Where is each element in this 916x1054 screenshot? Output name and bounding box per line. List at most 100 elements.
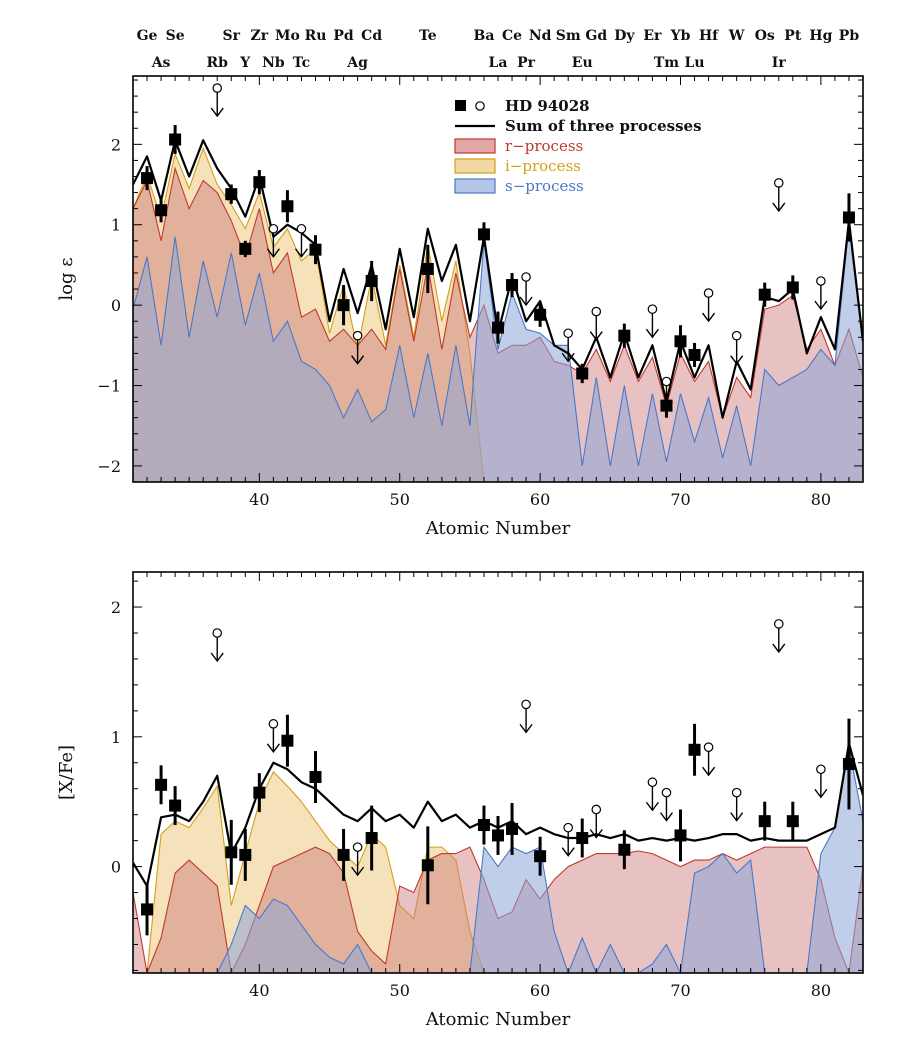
- y-axis-title: log ε: [56, 257, 77, 300]
- x-tick-label: 50: [390, 981, 410, 1000]
- upper-limit-arrowhead: [659, 812, 674, 822]
- data-point: [758, 288, 771, 301]
- upper-limit-arrowhead: [210, 652, 224, 663]
- element-label: La: [489, 55, 508, 71]
- area-i-process: [133, 771, 484, 973]
- y-tick-label: 2: [111, 598, 121, 617]
- x-tick-label: 50: [390, 490, 410, 509]
- legend-label: HD 94028: [505, 97, 590, 115]
- y-tick-label: −1: [97, 377, 121, 396]
- legend-marker-square: [455, 100, 466, 111]
- element-label: Eu: [572, 55, 593, 71]
- data-point: [225, 188, 238, 201]
- legend-label: i−process: [505, 157, 581, 175]
- legend-patch: [454, 178, 496, 194]
- upper-limit-arrowhead: [210, 107, 224, 118]
- upper-limit-point: [352, 842, 363, 852]
- upper-limit-point: [563, 328, 573, 339]
- data-point: [155, 778, 168, 791]
- element-label: Ba: [474, 28, 495, 44]
- upper-limit-point: [212, 628, 223, 638]
- upper-limit-point: [268, 719, 279, 729]
- element-label: Nb: [262, 55, 285, 71]
- element-label: Yb: [670, 28, 691, 44]
- x-tick-label: 40: [249, 981, 269, 1000]
- data-point: [842, 758, 855, 771]
- data-point: [674, 829, 687, 842]
- y-axis: −2 −1 0 1 2: [97, 79, 863, 483]
- data-point: [337, 299, 350, 312]
- data-point: [169, 799, 182, 812]
- element-label: Hg: [809, 28, 832, 44]
- data-point: [506, 822, 519, 835]
- observations: [141, 125, 855, 418]
- data-point: [758, 815, 771, 828]
- data-point: [253, 786, 266, 799]
- x-tick-label: 40: [249, 490, 269, 509]
- upper-limit-arrowhead: [772, 202, 786, 213]
- upper-limit-arrowhead: [351, 866, 365, 877]
- y-tick-label: 1: [111, 216, 121, 235]
- upper-limit-arrowhead: [702, 766, 716, 777]
- element-label: Hf: [699, 28, 719, 44]
- x-axis-title: Atomic Number: [425, 1009, 571, 1030]
- plot-area: [133, 83, 863, 482]
- x-axis: 40 50 60 70 80: [132, 76, 864, 509]
- data-point: [842, 211, 855, 224]
- upper-limit-point: [212, 83, 223, 93]
- upper-limit-point: [816, 764, 826, 775]
- data-point: [688, 743, 701, 756]
- upper-limit-point: [521, 272, 531, 282]
- upper-limit-point: [647, 304, 658, 314]
- data-point: [253, 176, 266, 189]
- data-point: [786, 281, 799, 294]
- element-label: Sm: [556, 28, 581, 44]
- observations: [141, 714, 855, 936]
- upper-limit-arrowhead: [730, 812, 744, 822]
- upper-limit-point: [296, 223, 307, 234]
- data-point: [576, 832, 589, 845]
- legend-patch: [454, 158, 496, 174]
- upper-limit-arrowhead: [814, 788, 828, 799]
- element-label: Ge: [137, 28, 158, 44]
- upper-limit-arrowhead: [645, 328, 659, 339]
- data-point: [141, 903, 154, 916]
- data-point: [225, 846, 238, 859]
- upper-limit-point: [521, 699, 531, 710]
- data-point: [281, 200, 294, 213]
- data-point: [337, 848, 350, 861]
- data-point: [506, 279, 519, 292]
- legend-marker-circle: [475, 101, 485, 111]
- x-tick-label: 60: [530, 490, 550, 509]
- element-label: Pb: [839, 28, 860, 44]
- upper-limit-point: [731, 330, 742, 341]
- element-label: Er: [643, 28, 662, 44]
- data-point: [618, 843, 631, 856]
- upper-limit-point: [816, 276, 826, 286]
- legend-patch: [454, 138, 496, 154]
- upper-limit-arrowhead: [645, 801, 659, 812]
- data-point: [421, 262, 434, 275]
- upper-limit-point: [703, 742, 714, 752]
- data-point: [688, 348, 701, 361]
- data-point: [239, 242, 252, 255]
- data-point: [155, 204, 168, 217]
- upper-limit-point: [352, 330, 363, 341]
- x-tick-label: 70: [670, 981, 690, 1000]
- x-axis-title: Atomic Number: [425, 518, 571, 539]
- element-label: Y: [239, 55, 251, 71]
- element-label: Nd: [529, 28, 552, 44]
- data-point: [674, 335, 687, 348]
- data-point: [309, 243, 322, 256]
- data-point: [576, 367, 589, 380]
- data-point: [281, 734, 294, 747]
- top-panel: 40 50 60 70 80 −2 −1 0 1 2 Atomic Number log ε Ge Se S…: [56, 28, 864, 539]
- upper-limit-arrowhead: [659, 401, 674, 411]
- element-label: Rb: [207, 55, 229, 71]
- x-axis: 40 50 60 70 80: [132, 572, 864, 1000]
- upper-limits: [210, 619, 828, 877]
- plot-area: [133, 619, 863, 973]
- area-r-process: [133, 847, 863, 973]
- upper-limit-point: [703, 288, 714, 298]
- element-label: Zr: [251, 28, 269, 44]
